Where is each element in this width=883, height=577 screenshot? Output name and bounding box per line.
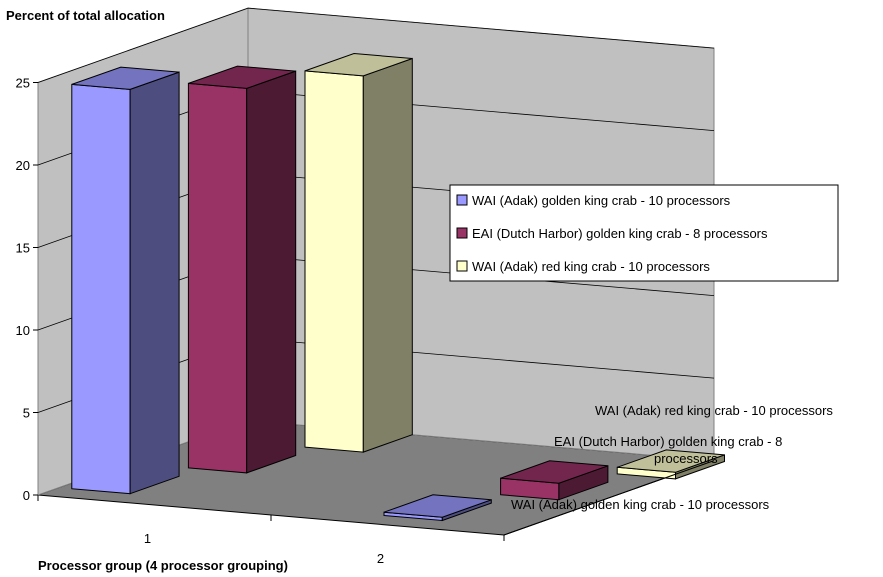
- depth-axis-label: EAI (Dutch Harbor) golden king crab - 8 p…: [554, 434, 782, 466]
- y-tick-label: 0: [23, 488, 30, 503]
- legend-label: WAI (Adak) red king crab - 10 processors: [472, 259, 710, 274]
- bar-front-face: [71, 83, 131, 495]
- legend-label: WAI (Adak) golden king crab - 10 process…: [472, 193, 731, 208]
- bar: [304, 52, 413, 453]
- legend-label: EAI (Dutch Harbor) golden king crab - 8 …: [472, 226, 768, 241]
- depth-axis-label: WAI (Adak) golden king crab - 10 process…: [511, 497, 770, 512]
- bar-top-face: [383, 494, 492, 518]
- bar-top-face: [617, 449, 725, 473]
- depth-axis: WAI (Adak) golden king crab - 10 process…: [503, 403, 833, 536]
- depth-axis-label: WAI (Adak) red king crab - 10 processors: [595, 403, 833, 418]
- y-tick-label: 25: [16, 76, 30, 91]
- bar: [500, 460, 609, 501]
- bar: [187, 65, 297, 474]
- bar-top-face: [304, 52, 413, 77]
- depth-label-line: EAI (Dutch Harbor) golden king crab - 8: [554, 434, 782, 449]
- y-tick-label: 15: [16, 241, 30, 256]
- depth-label-line: processors: [654, 451, 718, 466]
- y-axis: 0 5 10 15 20 25: [16, 76, 38, 503]
- bar-top-face: [188, 65, 296, 89]
- x-category-label: 2: [377, 551, 384, 566]
- legend-box: [449, 184, 839, 282]
- bar-side-face: [362, 57, 413, 453]
- bar-front-face: [304, 70, 364, 453]
- legend-swatch: [456, 260, 468, 272]
- y-tick-label: 20: [16, 158, 30, 173]
- legend: WAI (Adak) golden king crab - 10 process…: [449, 184, 839, 282]
- y-tick-label: 5: [23, 406, 30, 421]
- legend-swatch: [456, 227, 468, 239]
- chart-title: Percent of total allocation: [6, 8, 165, 23]
- bar: [71, 66, 180, 495]
- bar-top-face: [71, 66, 180, 90]
- x-axis-title: Processor group (4 processor grouping): [38, 558, 288, 573]
- bar-side-face: [246, 70, 297, 474]
- depth-axis-line: [503, 460, 715, 536]
- x-category-label: 1: [144, 531, 151, 546]
- bar: [383, 494, 492, 522]
- bar-side-face: [129, 71, 180, 495]
- gridline: [37, 7, 715, 83]
- legend-swatch: [456, 194, 468, 206]
- bar-top-face: [500, 460, 609, 484]
- bar-front-face: [187, 82, 248, 474]
- y-tick-label: 10: [16, 323, 30, 338]
- x-axis: 12: [37, 495, 505, 566]
